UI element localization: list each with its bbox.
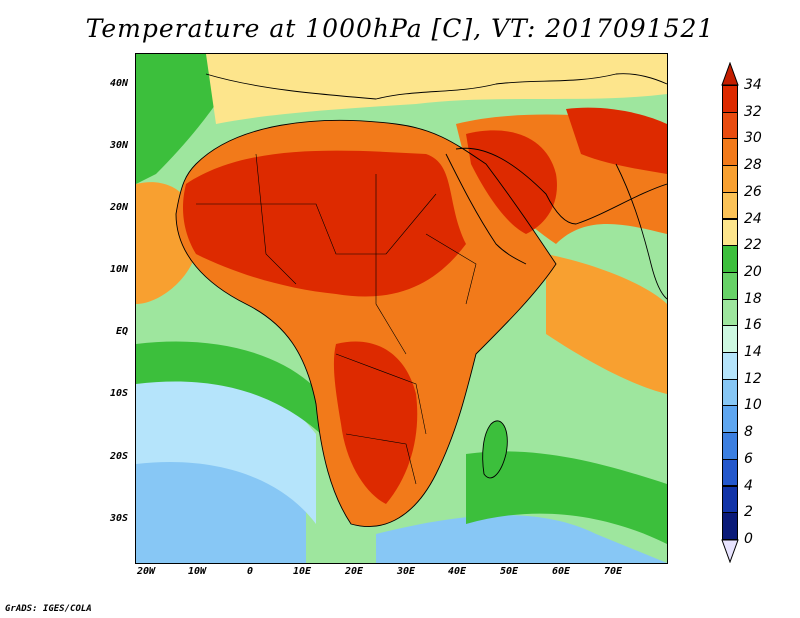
colorbar-swatch [722,325,738,353]
south-atlantic-green-band [136,341,321,434]
longitude-tick-label: 0 [246,566,254,577]
latitude-tick-label: 40N [109,78,128,89]
longitude-tick-label: 20W [136,566,156,577]
longitude-tick-label: 70E [603,566,623,577]
indian-ocean-warm-patch [546,254,667,394]
colorbar-tick-label: 28 [744,157,762,174]
colorbar-swatch [722,378,738,407]
border-line [345,433,417,485]
southern-africa-hot-core [333,341,418,504]
colorbar-tick-label: 24 [744,210,762,227]
latitude-tick-label: 10N [109,264,128,275]
colorbar-tick-label: 20 [744,263,762,280]
longitude-tick-label: 50E [499,566,519,577]
colorbar-top-arrow [721,62,739,86]
colorbar-swatch [722,298,738,327]
latitude-tick-label: 20N [109,202,128,213]
longitude-tick-label: 20E [344,566,364,577]
latitude-tick-label: 30S [109,513,128,524]
colorbar-swatch [722,352,738,380]
arabia-coastline [455,147,667,225]
colorbar-tick-label: 10 [744,397,762,414]
colorbar-swatch [722,512,738,540]
colorbar-swatch [722,245,738,273]
colorbar-swatch [722,165,738,193]
colorbar-bottom-arrow [721,539,739,563]
grads-credit: GrADS: IGES/COLA [5,604,92,614]
plot-title: Temperature at 1000hPa [C], VT: 20170915… [85,14,715,43]
colorbar-swatch [722,485,738,514]
south-indian-cold-water [376,515,667,563]
colorbar-tick-label: 2 [744,504,753,521]
border-line [255,153,297,285]
latitude-tick-label: 10S [109,388,128,399]
colorbar-tick-label: 6 [744,450,753,467]
longitude-tick-label: 60E [551,566,571,577]
colorbar-swatch [722,271,738,300]
madagascar-coastline [482,420,508,479]
colorbar-swatch [722,191,738,220]
longitude-tick-label: 10W [187,566,207,577]
sahara-hot-core [183,150,466,297]
iran-pakistan-hot-core [566,107,667,174]
colorbar-tick-label: 30 [744,130,762,147]
longitude-tick-label: 30E [396,566,416,577]
border-line [425,233,477,305]
europe-asia-region [206,54,667,124]
colorbar-tick-label: 26 [744,183,762,200]
red-sea-coastline [445,153,527,265]
arabia-hot-core [466,130,557,234]
south-atlantic-cool-water [136,367,316,524]
colorbar-tick-label: 14 [744,344,762,360]
colorbar-tick-label: 34 [744,77,762,93]
colorbar-swatch [722,405,738,434]
latitude-tick-label: 30N [109,140,128,151]
border-line [196,193,437,255]
colorbar-swatch [722,432,738,460]
longitude-tick-label: 40E [447,566,467,577]
colorbar-tick-label: 12 [744,370,762,387]
latitude-tick-label: EQ [115,326,128,337]
colorbar-swatch [722,85,738,113]
colorbar-swatch [722,458,738,487]
temperature-field-map [136,54,667,563]
mediterranean-coastline [205,73,667,100]
colorbar-tick-label: 8 [744,424,753,441]
longitude-tick-label: 10E [292,566,312,577]
colorbar-tick-label: 18 [744,290,762,307]
colorbar-tick-label: 0 [744,530,753,547]
colorbar-tick-label: 32 [744,103,762,120]
colorbar-tick-label: 4 [744,477,753,494]
latitude-tick-label: 20S [109,451,128,462]
colorbar-tick-label: 22 [744,237,762,254]
border-line [335,353,427,435]
border-line [375,174,407,355]
colorbar-swatch [722,218,738,247]
indian-ocean-green-band [466,451,667,544]
africa-coastline [175,120,557,527]
colorbar-swatch [722,138,738,167]
madagascar-island [482,420,508,478]
india-coastline [615,163,667,300]
colorbar-tick-label: 16 [744,317,762,334]
map-panel [135,53,668,564]
colorbar-swatch [722,111,738,140]
